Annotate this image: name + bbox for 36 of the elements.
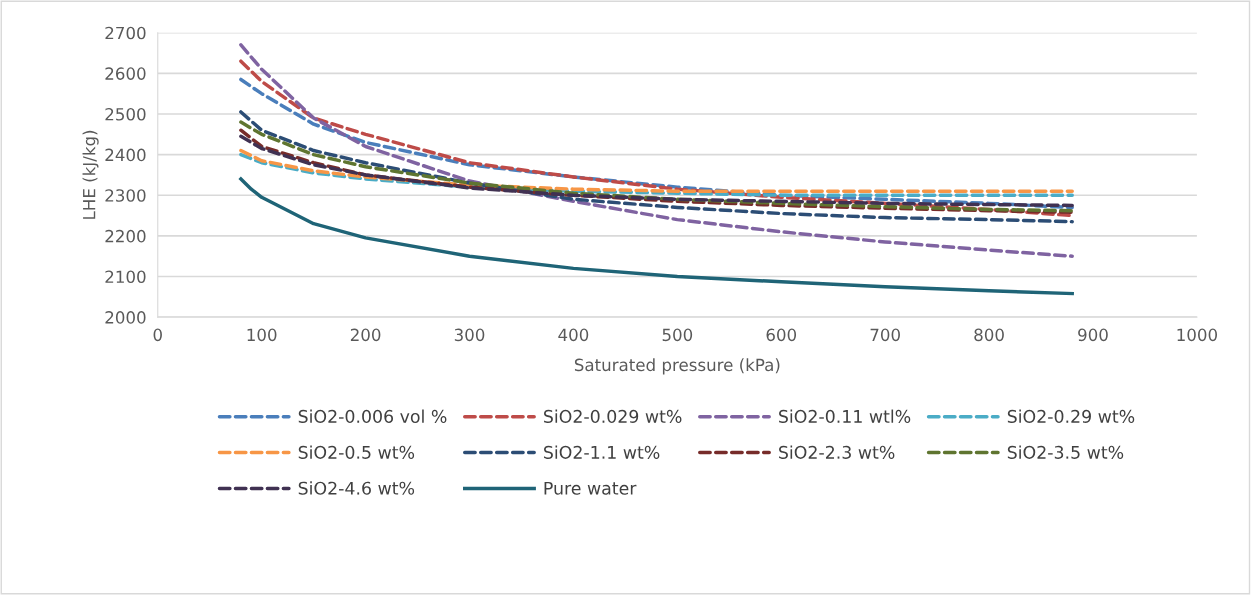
line-series	[239, 77, 1074, 210]
y-tick-label: 2700	[105, 26, 146, 40]
y-tick-label: 2400	[105, 148, 146, 162]
y-tick-label: 2200	[105, 229, 146, 243]
x-tick-label: 1000	[1177, 328, 1218, 342]
legend-label: SiO2-4.6 wt%	[298, 481, 415, 495]
legend-label: SiO2-0.006 vol %	[298, 409, 447, 423]
x-tick-label: 500	[662, 328, 693, 342]
y-tick-label: 2000	[105, 311, 146, 324]
legend-label: SiO2-3.5 wt%	[1007, 445, 1124, 459]
legend-label: SiO2-0.11 wtl%	[779, 409, 911, 423]
x-tick-label: 700	[870, 328, 900, 342]
legend-label: SiO2-0.5 wt%	[298, 445, 415, 459]
x-tick-label: 800	[974, 328, 1004, 342]
x-tick-label: 600	[766, 328, 797, 342]
line-series	[239, 43, 1074, 258]
x-tick-label: 100	[247, 328, 277, 342]
legend-label: SiO2-1.1 wt%	[544, 445, 660, 459]
legend-label: SiO2-2.3 wt%	[779, 445, 895, 459]
y-tick-label: 2600	[105, 67, 146, 80]
x-tick-label: 200	[350, 328, 381, 342]
x-tick-label: 0	[153, 328, 162, 342]
y-tick-label: 2100	[105, 270, 146, 284]
y-axis-title: LHE (kJ/kg)	[82, 130, 99, 219]
line-series	[239, 59, 1074, 218]
x-tick-label: 400	[558, 328, 589, 342]
x-tick-label: 900	[1078, 328, 1108, 342]
legend-label: SiO2-0.029 wt%	[544, 409, 682, 423]
y-tick-label: 2500	[105, 107, 146, 121]
y-tick-label: 2300	[105, 189, 146, 202]
line-series	[239, 110, 1074, 224]
legend-label: SiO2-0.29 wt%	[1007, 409, 1135, 423]
legend-label: Pure water	[544, 481, 637, 495]
line-series	[239, 177, 1074, 296]
x-tick-label: 300	[454, 328, 485, 342]
x-axis-title: Saturated pressure (kPa)	[574, 358, 780, 375]
